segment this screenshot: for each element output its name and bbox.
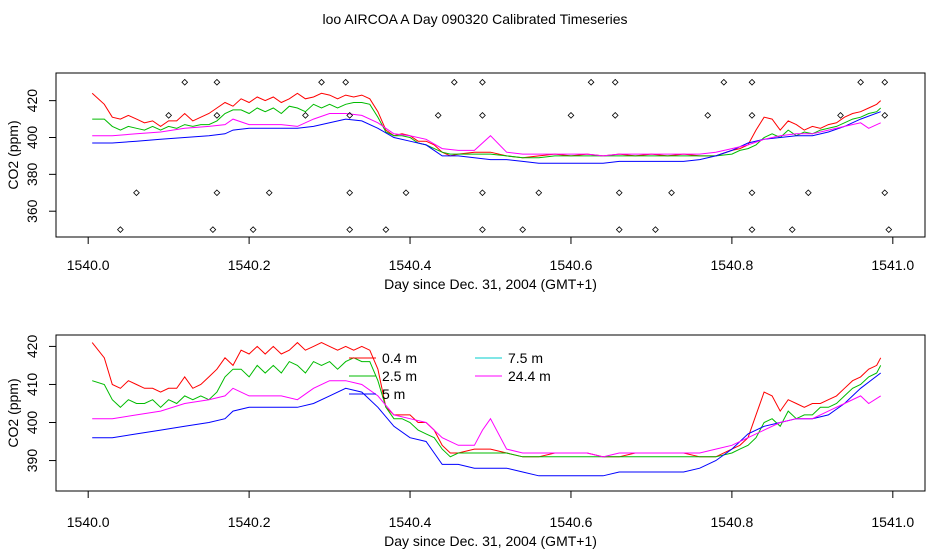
diamond-marker <box>857 78 864 86</box>
diamond-marker <box>535 189 543 197</box>
series-line-3 <box>92 380 881 458</box>
diamond-marker <box>804 189 812 197</box>
diamond-marker <box>165 112 173 119</box>
diamond-marker <box>302 112 309 119</box>
diamond-marker <box>567 112 575 119</box>
diamond-marker <box>133 189 140 197</box>
diamond-marker <box>615 226 623 233</box>
diamond-marker <box>213 189 221 197</box>
diamond-marker <box>748 78 756 86</box>
series-line-0 <box>91 92 882 159</box>
bottom-panel: 1540.0 1540.2 1540.4 1540.6 1540.8 1541.0 390 4… <box>5 334 926 549</box>
y-tick-label: 420 <box>24 89 40 113</box>
y-tick-label: 420 <box>24 335 40 359</box>
diamond-marker <box>652 226 659 233</box>
x-axis-title: Day since Dec. 31, 2004 (GMT+1) <box>384 533 597 549</box>
legend-label-1: 2.5 m <box>382 368 417 384</box>
x-tick-label: 1540.0 <box>67 514 110 530</box>
diamond-marker <box>434 112 442 119</box>
diamond-marker <box>720 78 728 86</box>
diamond-marker <box>479 226 486 233</box>
y-axis-title: CO2 (ppm) <box>5 378 21 447</box>
x-tick-label: 1541.0 <box>871 257 914 273</box>
x-tick-label: 1540.0 <box>67 257 110 273</box>
diamond-marker <box>346 226 354 233</box>
diamond-marker <box>615 189 623 197</box>
y-axis-title: CO2 (ppm) <box>5 120 21 189</box>
series-line-0 <box>91 341 882 458</box>
series-line-1 <box>92 102 882 159</box>
diamond-marker <box>881 112 889 119</box>
series-line-2 <box>92 111 881 164</box>
diamond-marker <box>342 78 350 86</box>
plot-area <box>91 92 882 164</box>
diamond-marker <box>748 112 756 119</box>
diamond-marker <box>450 78 458 86</box>
y-tick-label: 390 <box>24 449 40 473</box>
diamond-marker <box>611 112 619 119</box>
diamond-marker <box>748 189 756 197</box>
diamond-marker <box>117 226 124 233</box>
legend-label-3: 7.5 m <box>508 350 543 366</box>
diamond-marker <box>479 78 486 86</box>
x-tick-label: 1540.6 <box>550 257 593 273</box>
plot-area <box>91 341 882 477</box>
diamond-marker <box>788 226 796 233</box>
series-line-2 <box>92 372 882 477</box>
diamond-marker <box>382 226 390 233</box>
diamond-marker <box>346 112 354 119</box>
diamond-marker <box>668 189 675 197</box>
page-title: loo AIRCOA A Day 090320 Calibrated Times… <box>322 11 628 27</box>
x-tick-label: 1540.4 <box>389 257 432 273</box>
diamond-marker <box>209 226 217 233</box>
diamond-marker <box>249 226 257 233</box>
diamond-marker <box>402 189 410 197</box>
diamond-marker <box>265 189 273 197</box>
legend-label-0: 0.4 m <box>382 350 417 366</box>
diamond-marker <box>837 112 844 119</box>
diamond-marker <box>881 78 889 86</box>
diamond-marker <box>881 189 889 197</box>
top-panel: 1540.0 1540.2 1540.4 1540.6 1540.8 1541.0 360 3… <box>5 72 926 292</box>
y-tick-label: 380 <box>24 162 40 186</box>
x-tick-label: 1540.2 <box>228 257 271 273</box>
diamond-marker <box>479 189 486 197</box>
plot-frame <box>55 334 926 492</box>
x-tick-label: 1540.8 <box>710 514 753 530</box>
diamond-marker <box>885 226 893 233</box>
series-line-1 <box>92 357 882 458</box>
diamond-marker <box>519 226 527 233</box>
x-tick-label: 1540.6 <box>550 514 593 530</box>
y-tick-label: 400 <box>24 126 40 150</box>
plot-frame <box>55 72 926 238</box>
x-axis-title: Day since Dec. 31, 2004 (GMT+1) <box>384 276 597 292</box>
diamond-marker <box>479 112 486 119</box>
x-tick-label: 1540.8 <box>710 257 753 273</box>
diamond-marker <box>181 78 189 86</box>
legend-label-4: 24.4 m <box>508 368 551 384</box>
legend-label-2: 5 m <box>382 386 405 402</box>
diamond-marker <box>611 78 619 86</box>
series-line-3 <box>92 113 881 157</box>
x-tick-label: 1541.0 <box>871 514 914 530</box>
diamond-marker <box>704 112 712 119</box>
diamond-marker <box>748 226 756 233</box>
x-tick-label: 1540.2 <box>228 514 271 530</box>
diamond-marker <box>346 189 354 197</box>
diamond-marker <box>213 78 221 86</box>
diamond-marker <box>213 112 221 119</box>
x-tick-label: 1540.4 <box>389 514 432 530</box>
diamond-marker <box>318 78 325 86</box>
diamond-marker <box>587 78 595 86</box>
y-tick-label: 410 <box>24 373 40 397</box>
y-tick-label: 360 <box>24 199 40 223</box>
y-tick-label: 400 <box>24 411 40 435</box>
